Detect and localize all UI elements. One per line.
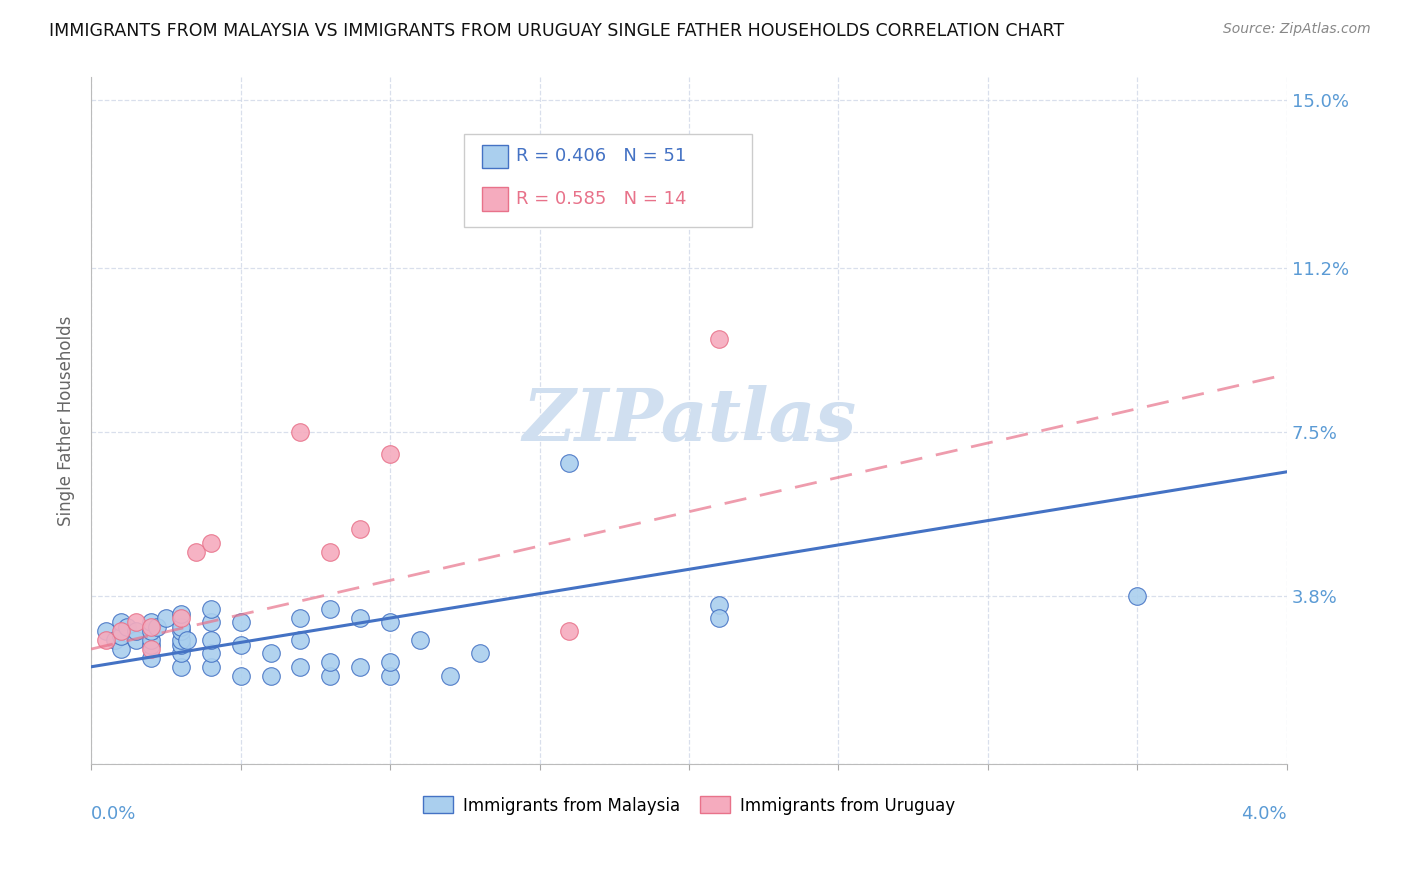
Point xyxy=(290,633,312,648)
Point xyxy=(139,642,162,657)
Point xyxy=(290,425,312,439)
Point xyxy=(184,544,207,558)
Point xyxy=(349,611,371,625)
Point xyxy=(1126,589,1149,603)
Point xyxy=(319,602,342,616)
Point xyxy=(146,620,169,634)
Point xyxy=(468,647,491,661)
Text: 0.0%: 0.0% xyxy=(91,805,136,823)
Point xyxy=(229,638,252,652)
Point xyxy=(94,624,117,639)
Point xyxy=(139,615,162,630)
Point xyxy=(139,624,162,639)
Point xyxy=(200,602,222,616)
Point xyxy=(707,598,730,612)
Point xyxy=(200,535,222,549)
Point xyxy=(139,651,162,665)
Point xyxy=(170,633,193,648)
Point xyxy=(115,620,138,634)
Point xyxy=(155,611,177,625)
Point xyxy=(349,523,371,537)
Point xyxy=(170,607,193,621)
Point xyxy=(229,615,252,630)
Point xyxy=(200,660,222,674)
Point xyxy=(104,633,127,648)
Text: R = 0.585   N = 14: R = 0.585 N = 14 xyxy=(516,190,686,208)
Point xyxy=(378,656,401,670)
Text: 4.0%: 4.0% xyxy=(1241,805,1286,823)
Point xyxy=(290,660,312,674)
Point xyxy=(170,638,193,652)
Point xyxy=(200,633,222,648)
Point xyxy=(319,668,342,682)
Point xyxy=(139,633,162,648)
Point xyxy=(176,633,198,648)
Point xyxy=(110,642,132,657)
Point xyxy=(170,611,193,625)
Point xyxy=(439,668,461,682)
Text: R = 0.406   N = 51: R = 0.406 N = 51 xyxy=(516,147,686,165)
Point xyxy=(200,615,222,630)
Point xyxy=(319,656,342,670)
Point xyxy=(170,624,193,639)
Text: ZIPatlas: ZIPatlas xyxy=(522,385,856,457)
Point xyxy=(110,624,132,639)
Point xyxy=(349,660,371,674)
Point xyxy=(290,611,312,625)
Point xyxy=(378,615,401,630)
Point xyxy=(259,647,281,661)
Point xyxy=(110,615,132,630)
Point xyxy=(558,456,581,470)
Point xyxy=(125,615,148,630)
Text: IMMIGRANTS FROM MALAYSIA VS IMMIGRANTS FROM URUGUAY SINGLE FATHER HOUSEHOLDS COR: IMMIGRANTS FROM MALAYSIA VS IMMIGRANTS F… xyxy=(49,22,1064,40)
Point xyxy=(409,633,432,648)
Point xyxy=(170,647,193,661)
Point xyxy=(319,544,342,558)
Point xyxy=(200,647,222,661)
Point xyxy=(125,633,148,648)
Point xyxy=(170,620,193,634)
Legend: Immigrants from Malaysia, Immigrants from Uruguay: Immigrants from Malaysia, Immigrants fro… xyxy=(416,789,962,822)
Point xyxy=(558,624,581,639)
Point xyxy=(229,668,252,682)
Point xyxy=(707,611,730,625)
Point xyxy=(378,668,401,682)
Text: Source: ZipAtlas.com: Source: ZipAtlas.com xyxy=(1223,22,1371,37)
Point xyxy=(170,660,193,674)
Point xyxy=(94,633,117,648)
Point xyxy=(125,624,148,639)
Point xyxy=(110,629,132,643)
Point xyxy=(139,638,162,652)
Point xyxy=(707,332,730,346)
Point xyxy=(259,668,281,682)
Point xyxy=(139,620,162,634)
Point xyxy=(378,447,401,461)
Y-axis label: Single Father Households: Single Father Households xyxy=(58,316,75,526)
